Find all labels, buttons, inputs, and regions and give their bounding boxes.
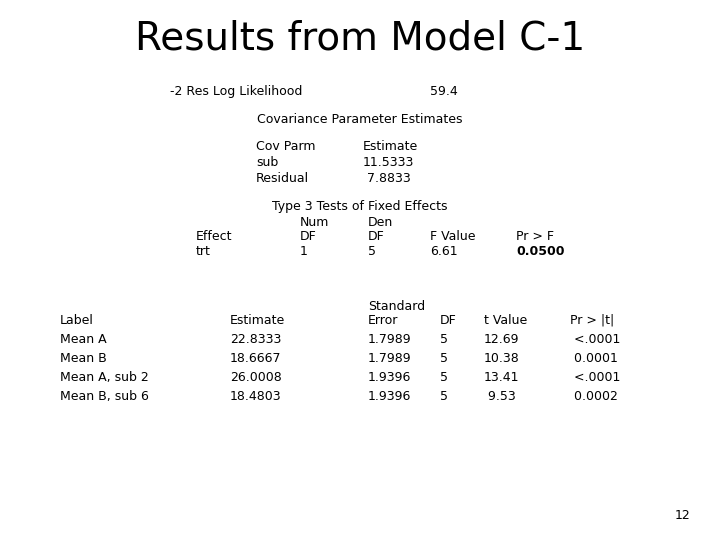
Text: 0.0500: 0.0500 <box>516 245 564 258</box>
Text: Standard: Standard <box>368 300 425 313</box>
Text: Den: Den <box>368 216 393 229</box>
Text: <.0001: <.0001 <box>570 371 621 384</box>
Text: -2 Res Log Likelihood: -2 Res Log Likelihood <box>170 85 302 98</box>
Text: Pr > F: Pr > F <box>516 230 554 243</box>
Text: 1: 1 <box>300 245 308 258</box>
Text: Mean B: Mean B <box>60 352 107 365</box>
Text: 1.9396: 1.9396 <box>368 371 411 384</box>
Text: 0.0001: 0.0001 <box>570 352 618 365</box>
Text: Pr > |t|: Pr > |t| <box>570 314 614 327</box>
Text: 13.41: 13.41 <box>484 371 520 384</box>
Text: 22.8333: 22.8333 <box>230 333 282 346</box>
Text: 18.6667: 18.6667 <box>230 352 282 365</box>
Text: Cov Parm: Cov Parm <box>256 140 315 153</box>
Text: 5: 5 <box>440 390 448 403</box>
Text: Label: Label <box>60 314 94 327</box>
Text: <.0001: <.0001 <box>570 333 621 346</box>
Text: DF: DF <box>300 230 317 243</box>
Text: Estimate: Estimate <box>230 314 285 327</box>
Text: DF: DF <box>440 314 456 327</box>
Text: Mean A: Mean A <box>60 333 107 346</box>
Text: 26.0008: 26.0008 <box>230 371 282 384</box>
Text: 5: 5 <box>440 333 448 346</box>
Text: Results from Model C-1: Results from Model C-1 <box>135 20 585 58</box>
Text: 0.0002: 0.0002 <box>570 390 618 403</box>
Text: 5: 5 <box>368 245 376 258</box>
Text: 59.4: 59.4 <box>430 85 458 98</box>
Text: Effect: Effect <box>196 230 233 243</box>
Text: Type 3 Tests of Fixed Effects: Type 3 Tests of Fixed Effects <box>272 200 448 213</box>
Text: Residual: Residual <box>256 172 309 185</box>
Text: 11.5333: 11.5333 <box>363 156 415 169</box>
Text: Error: Error <box>368 314 398 327</box>
Text: 5: 5 <box>440 371 448 384</box>
Text: Estimate: Estimate <box>363 140 418 153</box>
Text: t Value: t Value <box>484 314 527 327</box>
Text: 1.7989: 1.7989 <box>368 352 412 365</box>
Text: Covariance Parameter Estimates: Covariance Parameter Estimates <box>257 113 463 126</box>
Text: 7.8833: 7.8833 <box>363 172 410 185</box>
Text: 1.7989: 1.7989 <box>368 333 412 346</box>
Text: 1.9396: 1.9396 <box>368 390 411 403</box>
Text: 12.69: 12.69 <box>484 333 520 346</box>
Text: 12: 12 <box>674 509 690 522</box>
Text: 5: 5 <box>440 352 448 365</box>
Text: F Value: F Value <box>430 230 475 243</box>
Text: trt: trt <box>196 245 211 258</box>
Text: Mean A, sub 2: Mean A, sub 2 <box>60 371 149 384</box>
Text: Mean B, sub 6: Mean B, sub 6 <box>60 390 149 403</box>
Text: 10.38: 10.38 <box>484 352 520 365</box>
Text: 18.4803: 18.4803 <box>230 390 282 403</box>
Text: Num: Num <box>300 216 329 229</box>
Text: 6.61: 6.61 <box>430 245 458 258</box>
Text: DF: DF <box>368 230 384 243</box>
Text: 9.53: 9.53 <box>484 390 516 403</box>
Text: sub: sub <box>256 156 278 169</box>
